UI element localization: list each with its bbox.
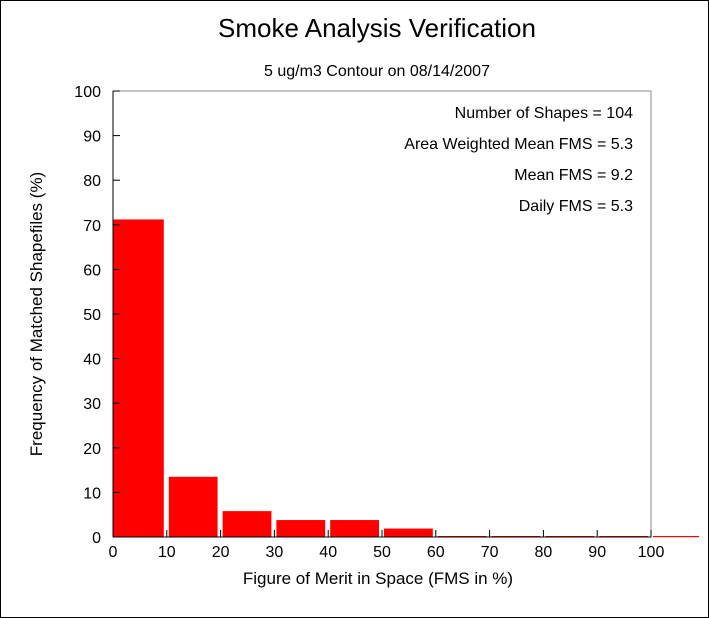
bar-50-60 [384,528,433,537]
bars [113,219,699,538]
y-axis-label: Frequency of Matched Shapefiles (%) [27,172,46,456]
x-tick-label: 30 [266,544,284,561]
y-tick-label: 0 [92,530,101,547]
annotation-line: Mean FMS = 9.2 [514,167,633,184]
y-tick-label: 70 [83,218,101,235]
bar-10-20 [168,476,218,537]
chart-subtitle: 5 ug/m3 Contour on 08/14/2007 [264,63,490,80]
y-tick-label: 90 [83,129,101,146]
y-tick-label: 30 [83,396,101,413]
y-tick-label: 60 [83,262,101,279]
x-tick-label: 100 [638,544,665,561]
x-tick-label: 80 [535,544,553,561]
x-tick-label: 60 [427,544,445,561]
x-tick-label: 0 [109,544,118,561]
y-tick-label: 100 [74,84,101,101]
bar-30-40 [276,520,326,537]
y-tick-label: 80 [83,173,101,190]
plot-area [112,90,652,538]
x-tick-label: 90 [588,544,606,561]
bar-0-10 [113,219,164,537]
bar-40-50 [330,520,379,537]
x-axis-label: Figure of Merit in Space (FMS in %) [243,569,513,588]
x-tick-label: 70 [481,544,499,561]
y-tick-label: 10 [83,485,101,502]
x-tick-label: 20 [212,544,230,561]
y-tick-label: 40 [83,352,101,369]
y-tick-label: 20 [83,441,101,458]
x-axis-ticks: 0 10 20 30 40 50 60 70 80 90 100 [109,530,665,561]
y-axis-ticks: 0 10 20 30 40 50 60 70 80 90 100 [74,84,120,547]
x-tick-label: 10 [158,544,176,561]
chart-title: Smoke Analysis Verification [218,13,536,43]
bar-100-110 [653,536,699,538]
bar-20-30 [222,511,272,537]
annotation-line: Number of Shapes = 104 [455,105,633,122]
y-tick-label: 50 [83,307,101,324]
x-tick-label: 50 [373,544,391,561]
x-tick-label: 40 [319,544,337,561]
annotation-line: Daily FMS = 5.3 [519,198,633,215]
stats-annotations: Number of Shapes = 104 Area Weighted Mean… [404,105,633,215]
annotation-line: Area Weighted Mean FMS = 5.3 [404,136,633,153]
